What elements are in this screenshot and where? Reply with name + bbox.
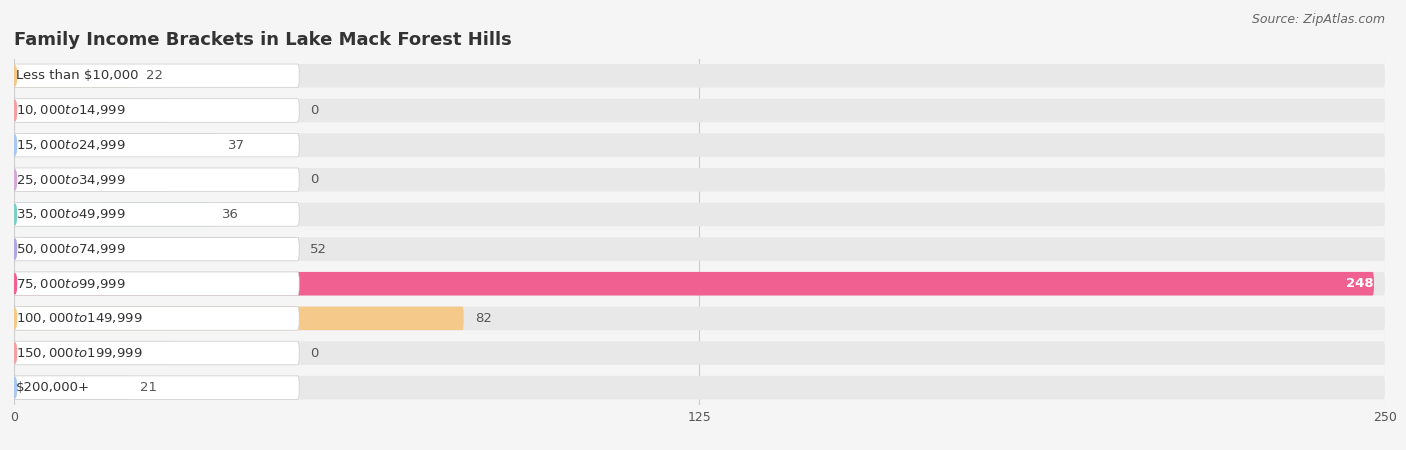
Circle shape bbox=[14, 101, 17, 120]
FancyBboxPatch shape bbox=[14, 237, 299, 261]
FancyBboxPatch shape bbox=[14, 306, 299, 330]
FancyBboxPatch shape bbox=[14, 168, 172, 192]
FancyBboxPatch shape bbox=[14, 202, 211, 226]
FancyBboxPatch shape bbox=[14, 237, 1385, 261]
Circle shape bbox=[14, 170, 17, 189]
Text: $150,000 to $199,999: $150,000 to $199,999 bbox=[17, 346, 143, 360]
FancyBboxPatch shape bbox=[14, 133, 217, 157]
Circle shape bbox=[14, 309, 17, 328]
Text: 22: 22 bbox=[146, 69, 163, 82]
Text: 52: 52 bbox=[311, 243, 328, 256]
Text: 37: 37 bbox=[228, 139, 245, 152]
FancyBboxPatch shape bbox=[14, 341, 299, 365]
Text: 21: 21 bbox=[141, 381, 157, 394]
Text: $35,000 to $49,999: $35,000 to $49,999 bbox=[17, 207, 127, 221]
FancyBboxPatch shape bbox=[14, 99, 299, 122]
Text: $100,000 to $149,999: $100,000 to $149,999 bbox=[17, 311, 143, 325]
Text: 36: 36 bbox=[222, 208, 239, 221]
FancyBboxPatch shape bbox=[14, 168, 299, 192]
Circle shape bbox=[14, 343, 17, 363]
Text: 0: 0 bbox=[311, 346, 319, 360]
FancyBboxPatch shape bbox=[14, 202, 1385, 226]
Text: Less than $10,000: Less than $10,000 bbox=[17, 69, 139, 82]
Circle shape bbox=[14, 205, 17, 224]
FancyBboxPatch shape bbox=[14, 64, 1385, 88]
Text: $50,000 to $74,999: $50,000 to $74,999 bbox=[17, 242, 127, 256]
FancyBboxPatch shape bbox=[14, 64, 135, 88]
FancyBboxPatch shape bbox=[14, 376, 299, 400]
Text: $15,000 to $24,999: $15,000 to $24,999 bbox=[17, 138, 127, 152]
Text: $10,000 to $14,999: $10,000 to $14,999 bbox=[17, 104, 127, 117]
Text: 0: 0 bbox=[311, 173, 319, 186]
FancyBboxPatch shape bbox=[14, 341, 172, 365]
FancyBboxPatch shape bbox=[14, 376, 129, 400]
FancyBboxPatch shape bbox=[14, 99, 1385, 122]
FancyBboxPatch shape bbox=[14, 272, 1385, 296]
FancyBboxPatch shape bbox=[14, 99, 172, 122]
FancyBboxPatch shape bbox=[14, 306, 464, 330]
Text: 0: 0 bbox=[311, 104, 319, 117]
FancyBboxPatch shape bbox=[14, 237, 299, 261]
Text: 82: 82 bbox=[475, 312, 492, 325]
Circle shape bbox=[14, 239, 17, 259]
Circle shape bbox=[14, 66, 17, 86]
Circle shape bbox=[14, 378, 17, 397]
FancyBboxPatch shape bbox=[14, 133, 1385, 157]
Text: $25,000 to $34,999: $25,000 to $34,999 bbox=[17, 173, 127, 187]
FancyBboxPatch shape bbox=[14, 306, 1385, 330]
Text: $75,000 to $99,999: $75,000 to $99,999 bbox=[17, 277, 127, 291]
Text: $200,000+: $200,000+ bbox=[17, 381, 90, 394]
Circle shape bbox=[14, 274, 17, 293]
Text: Source: ZipAtlas.com: Source: ZipAtlas.com bbox=[1251, 14, 1385, 27]
FancyBboxPatch shape bbox=[14, 376, 1385, 400]
Circle shape bbox=[14, 135, 17, 155]
FancyBboxPatch shape bbox=[14, 64, 299, 88]
FancyBboxPatch shape bbox=[14, 133, 299, 157]
Text: Family Income Brackets in Lake Mack Forest Hills: Family Income Brackets in Lake Mack Fore… bbox=[14, 31, 512, 49]
FancyBboxPatch shape bbox=[14, 272, 299, 296]
FancyBboxPatch shape bbox=[14, 168, 1385, 192]
Text: 248: 248 bbox=[1347, 277, 1374, 290]
FancyBboxPatch shape bbox=[14, 202, 299, 226]
FancyBboxPatch shape bbox=[14, 341, 1385, 365]
FancyBboxPatch shape bbox=[14, 272, 1374, 296]
